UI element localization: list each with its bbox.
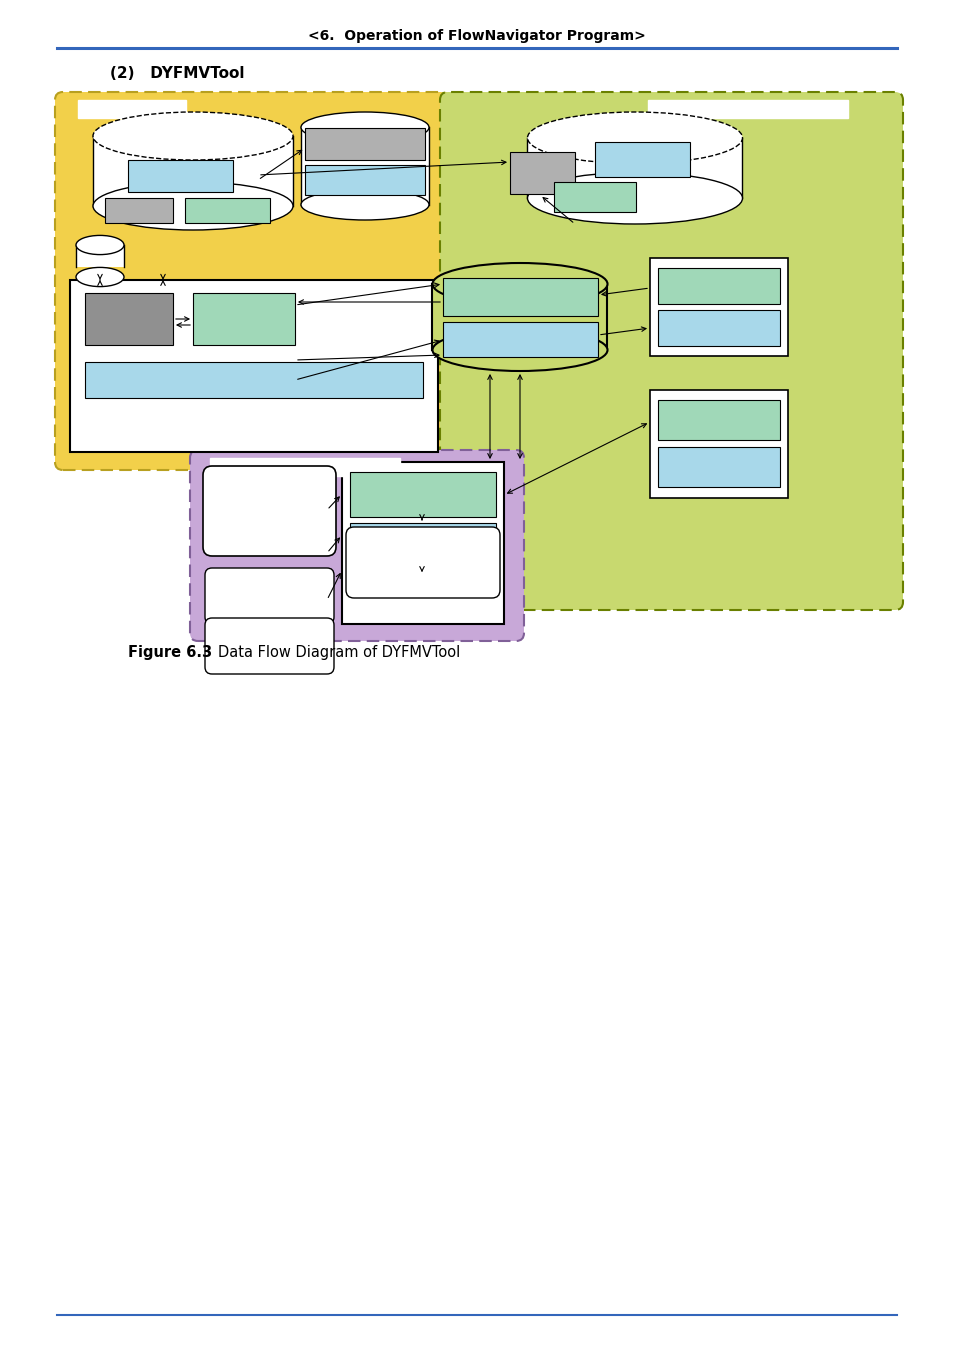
Bar bbox=[70, 279, 437, 452]
FancyBboxPatch shape bbox=[55, 92, 449, 470]
Bar bbox=[350, 472, 496, 517]
Ellipse shape bbox=[527, 173, 741, 224]
Ellipse shape bbox=[527, 112, 741, 163]
Bar bbox=[442, 323, 598, 356]
Ellipse shape bbox=[76, 267, 124, 286]
Bar bbox=[193, 293, 294, 346]
FancyBboxPatch shape bbox=[439, 92, 902, 610]
FancyBboxPatch shape bbox=[205, 568, 334, 624]
Ellipse shape bbox=[301, 112, 429, 143]
Text: (2)   DYFMVTool: (2) DYFMVTool bbox=[110, 66, 244, 81]
Bar bbox=[305, 128, 424, 161]
Bar bbox=[305, 165, 424, 194]
Bar bbox=[85, 293, 172, 346]
Bar bbox=[85, 362, 422, 398]
Bar bbox=[78, 100, 186, 117]
Bar bbox=[105, 198, 172, 223]
Bar bbox=[658, 400, 780, 440]
Text: Data Flow Diagram of DYFMVTool: Data Flow Diagram of DYFMVTool bbox=[218, 644, 459, 660]
FancyBboxPatch shape bbox=[203, 466, 335, 556]
Ellipse shape bbox=[92, 112, 293, 161]
Bar bbox=[554, 182, 636, 212]
Bar bbox=[210, 458, 399, 477]
Bar bbox=[647, 100, 847, 117]
Text: <6.  Operation of FlowNavigator Program>: <6. Operation of FlowNavigator Program> bbox=[308, 28, 645, 43]
Ellipse shape bbox=[76, 235, 124, 255]
Ellipse shape bbox=[432, 263, 607, 305]
Bar bbox=[92, 136, 293, 207]
Ellipse shape bbox=[432, 329, 607, 371]
Bar bbox=[658, 447, 780, 487]
Bar bbox=[185, 198, 270, 223]
Bar bbox=[341, 462, 503, 624]
Bar bbox=[128, 161, 233, 192]
Bar bbox=[527, 138, 741, 198]
Bar bbox=[595, 142, 689, 177]
Bar bbox=[432, 284, 607, 350]
Bar bbox=[649, 258, 787, 356]
Bar bbox=[301, 127, 429, 205]
FancyBboxPatch shape bbox=[346, 526, 499, 598]
Bar bbox=[76, 244, 124, 267]
Bar bbox=[649, 390, 787, 498]
Bar bbox=[442, 278, 598, 316]
Ellipse shape bbox=[92, 182, 293, 230]
Bar bbox=[510, 153, 575, 194]
Ellipse shape bbox=[301, 189, 429, 220]
Text: Figure 6.3: Figure 6.3 bbox=[128, 644, 212, 660]
Bar bbox=[658, 310, 780, 346]
Bar bbox=[350, 522, 496, 568]
FancyBboxPatch shape bbox=[190, 450, 523, 641]
Bar bbox=[658, 269, 780, 304]
FancyBboxPatch shape bbox=[205, 618, 334, 674]
